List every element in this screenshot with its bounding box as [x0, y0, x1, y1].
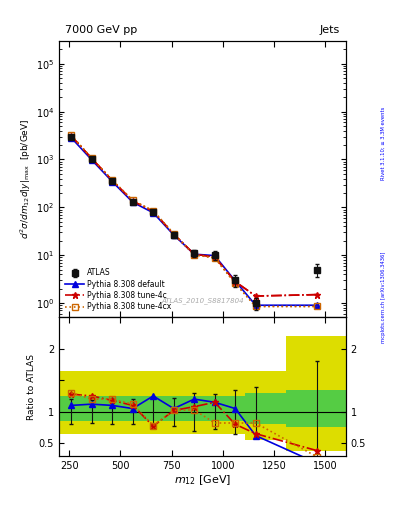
- X-axis label: $m_{12}$ [GeV]: $m_{12}$ [GeV]: [174, 473, 231, 487]
- Text: 7000 GeV pp: 7000 GeV pp: [65, 26, 137, 35]
- Text: Rivet 3.1.10; ≥ 3.3M events: Rivet 3.1.10; ≥ 3.3M events: [381, 106, 386, 180]
- Y-axis label: Ratio to ATLAS: Ratio to ATLAS: [27, 354, 36, 419]
- Text: mcplots.cern.ch [arXiv:1306.3436]: mcplots.cern.ch [arXiv:1306.3436]: [381, 251, 386, 343]
- Y-axis label: $d^2\sigma/dm_{12}d|y|_{\rm max}$  [pb/GeV]: $d^2\sigma/dm_{12}d|y|_{\rm max}$ [pb/Ge…: [18, 119, 33, 240]
- Text: Jets: Jets: [320, 26, 340, 35]
- Legend: ATLAS, Pythia 8.308 default, Pythia 8.308 tune-4c, Pythia 8.308 tune-4cx: ATLAS, Pythia 8.308 default, Pythia 8.30…: [63, 266, 174, 314]
- Text: ATLAS_2010_S8817804: ATLAS_2010_S8817804: [161, 297, 244, 304]
